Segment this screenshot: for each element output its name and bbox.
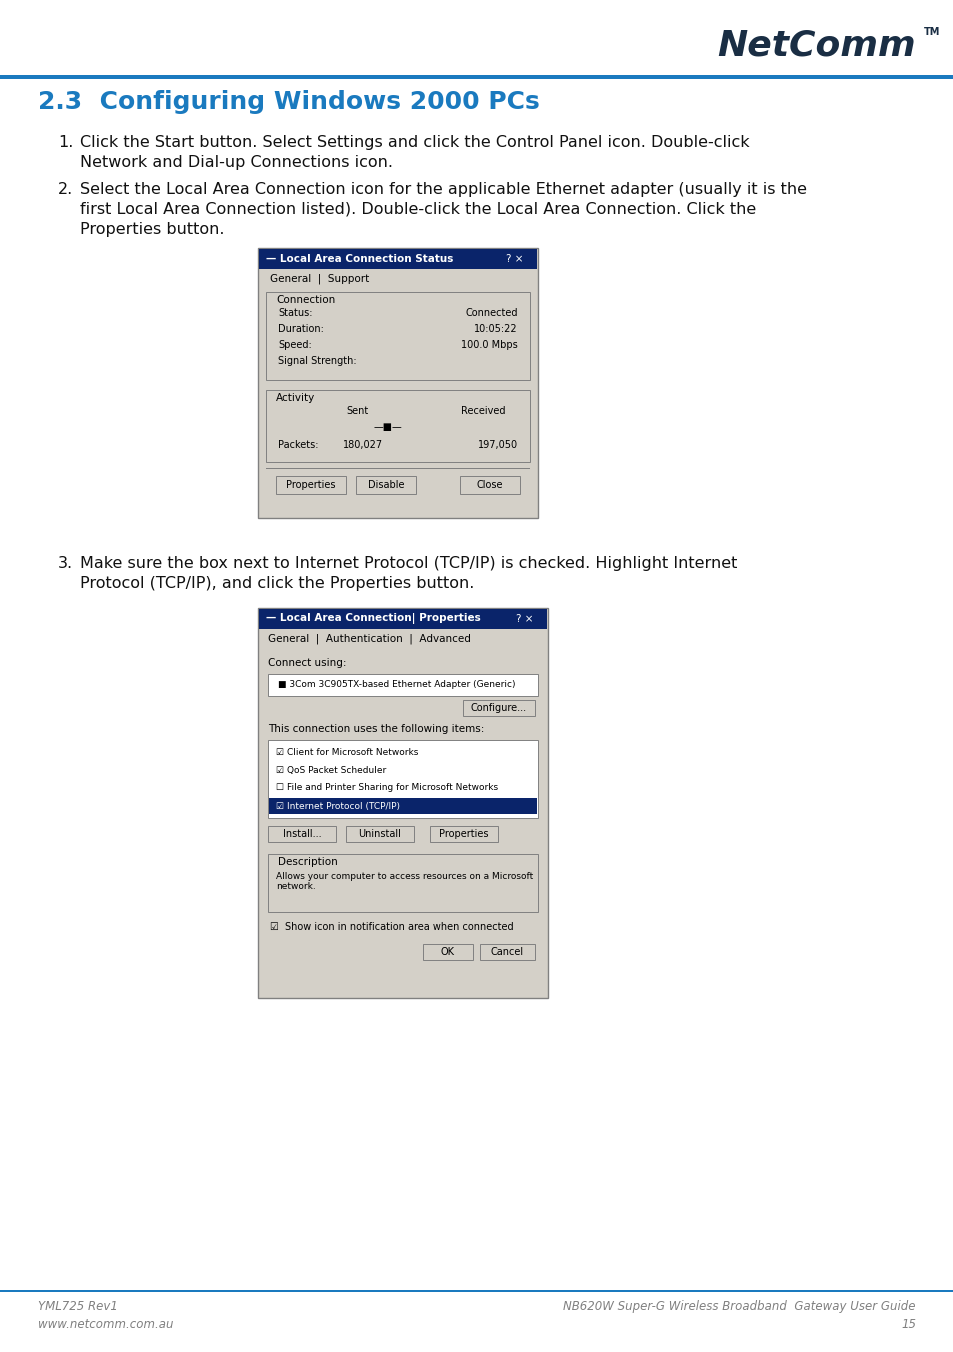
Bar [258, 608, 546, 629]
Text: Speed:: Speed: [277, 339, 312, 350]
Text: — Local Area Connection| Properties: — Local Area Connection| Properties [266, 614, 480, 625]
Text: Protocol (TCP/IP), and click the Properties button.: Protocol (TCP/IP), and click the Propert… [80, 576, 474, 591]
Text: — Local Area Connection Status: — Local Area Connection Status [266, 254, 453, 264]
Bar [268, 854, 537, 913]
Text: Activity: Activity [275, 393, 314, 403]
Bar [266, 389, 530, 462]
Bar [275, 476, 346, 493]
Text: Status:: Status: [277, 308, 313, 318]
Text: 197,050: 197,050 [477, 439, 517, 450]
Text: 3.: 3. [58, 556, 73, 571]
Text: Duration:: Duration: [277, 324, 323, 334]
Text: Signal Strength:: Signal Strength: [277, 356, 356, 366]
Text: ☑ Internet Protocol (TCP/IP): ☑ Internet Protocol (TCP/IP) [275, 802, 399, 810]
Text: Cancel: Cancel [490, 946, 523, 957]
Text: 2.: 2. [58, 183, 73, 197]
Bar [266, 292, 530, 380]
Bar [269, 798, 537, 814]
Text: 10:05:22: 10:05:22 [474, 324, 517, 334]
Bar [268, 826, 335, 842]
Text: Install...: Install... [282, 829, 321, 840]
Text: OK: OK [440, 946, 455, 957]
Text: Properties: Properties [286, 480, 335, 489]
Text: General  |  Support: General | Support [270, 274, 369, 284]
Text: ☐ File and Printer Sharing for Microsoft Networks: ☐ File and Printer Sharing for Microsoft… [275, 784, 497, 792]
Text: 15: 15 [900, 1318, 915, 1330]
Text: ■ 3Com 3C905TX-based Ethernet Adapter (Generic): ■ 3Com 3C905TX-based Ethernet Adapter (G… [277, 680, 515, 690]
Text: Select the Local Area Connection icon for the applicable Ethernet adapter (usual: Select the Local Area Connection icon fo… [80, 183, 806, 197]
Text: www.netcomm.com.au: www.netcomm.com.au [38, 1318, 173, 1330]
Bar [346, 826, 414, 842]
Text: General  |  Authentication  |  Advanced: General | Authentication | Advanced [268, 634, 471, 645]
Text: Network and Dial-up Connections icon.: Network and Dial-up Connections icon. [80, 155, 393, 170]
Text: Properties: Properties [438, 829, 488, 840]
Bar [0, 74, 953, 78]
Bar [462, 700, 535, 717]
Text: first Local Area Connection listed). Double-click the Local Area Connection. Cli: first Local Area Connection listed). Dou… [80, 201, 756, 218]
Text: NB620W Super-G Wireless Broadband  Gateway User Guide: NB620W Super-G Wireless Broadband Gatewa… [563, 1301, 915, 1313]
Text: ☑ Client for Microsoft Networks: ☑ Client for Microsoft Networks [275, 748, 418, 757]
Text: NetComm: NetComm [717, 28, 915, 62]
Bar [459, 476, 519, 493]
Text: Allows your computer to access resources on a Microsoft
network.: Allows your computer to access resources… [275, 872, 533, 891]
Text: Sent: Sent [347, 406, 369, 416]
Bar [268, 740, 537, 818]
Text: 180,027: 180,027 [342, 439, 383, 450]
Bar [479, 944, 535, 960]
Text: Connect using:: Connect using: [268, 658, 346, 668]
Text: TM: TM [923, 27, 940, 37]
Text: ☑  Show icon in notification area when connected: ☑ Show icon in notification area when co… [270, 922, 513, 932]
Text: ☑ QoS Packet Scheduler: ☑ QoS Packet Scheduler [275, 765, 386, 775]
Bar [268, 675, 537, 696]
Text: Close: Close [476, 480, 503, 489]
Text: Connection: Connection [275, 295, 335, 306]
Bar [0, 1290, 953, 1293]
Bar [422, 944, 473, 960]
Text: Properties button.: Properties button. [80, 222, 224, 237]
Bar [257, 608, 547, 998]
Text: Make sure the box next to Internet Protocol (TCP/IP) is checked. Highlight Inter: Make sure the box next to Internet Proto… [80, 556, 737, 571]
Bar [430, 826, 497, 842]
Bar [257, 247, 537, 518]
Text: —■—: —■— [374, 422, 402, 433]
Text: Packets:: Packets: [277, 439, 318, 450]
Bar [355, 476, 416, 493]
Text: ? ×: ? × [505, 254, 523, 264]
Text: Configure...: Configure... [471, 703, 526, 713]
Text: Received: Received [460, 406, 505, 416]
Text: 2.3  Configuring Windows 2000 PCs: 2.3 Configuring Windows 2000 PCs [38, 91, 539, 114]
Text: This connection uses the following items:: This connection uses the following items… [268, 725, 484, 734]
Text: Connected: Connected [465, 308, 517, 318]
Text: Disable: Disable [367, 480, 404, 489]
Text: YML725 Rev1: YML725 Rev1 [38, 1301, 118, 1313]
Text: Uninstall: Uninstall [358, 829, 401, 840]
Text: Click the Start button. Select Settings and click the Control Panel icon. Double: Click the Start button. Select Settings … [80, 135, 749, 150]
Text: 100.0 Mbps: 100.0 Mbps [460, 339, 517, 350]
Text: ? ×: ? × [516, 614, 533, 625]
Bar [258, 249, 537, 269]
Text: 1.: 1. [58, 135, 73, 150]
Text: Description: Description [277, 857, 337, 867]
